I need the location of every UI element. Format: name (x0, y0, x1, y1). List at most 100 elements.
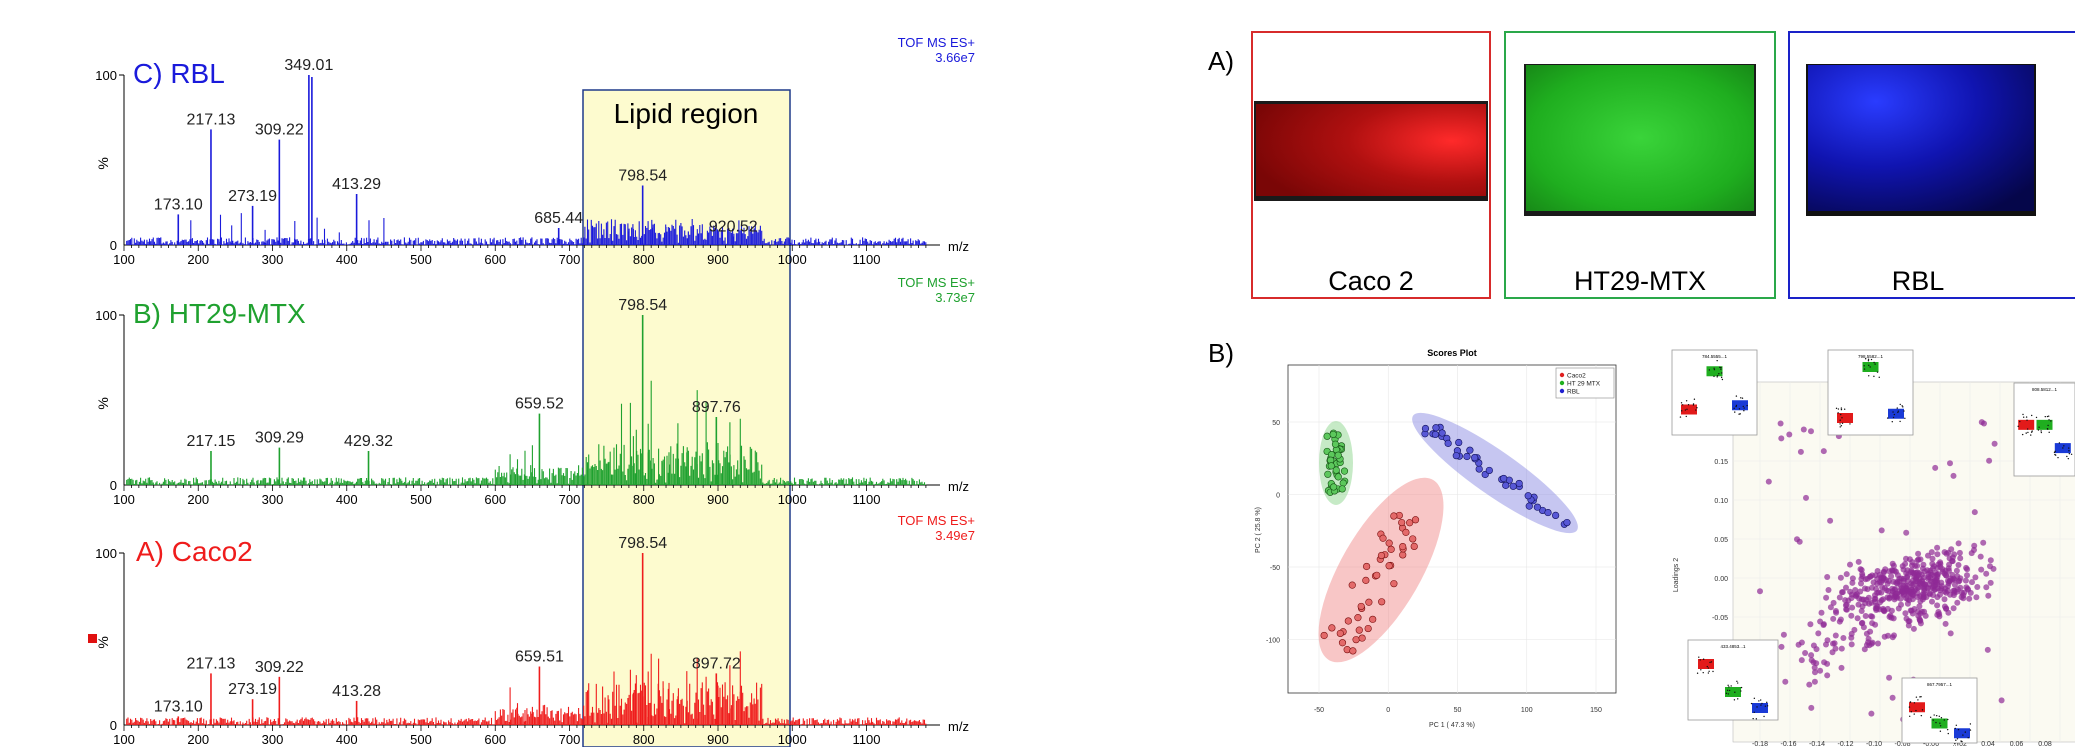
loading-point (1849, 575, 1856, 582)
inset-point (1915, 696, 1918, 698)
lipid-region-box (582, 89, 791, 747)
inset-point (1719, 366, 1721, 369)
loading-point (1847, 561, 1853, 568)
score-point (1406, 519, 1414, 527)
inset-point (1755, 718, 1758, 720)
loading-point (1803, 494, 1809, 501)
inset-point (2047, 415, 2050, 417)
inset-point (2046, 415, 2049, 418)
inset-point (2062, 447, 2064, 449)
inset-point (1943, 719, 1945, 721)
loading-point (1904, 582, 1911, 589)
loading-point (1950, 472, 1957, 479)
loading-point (1823, 641, 1829, 648)
inset-point (1867, 358, 1870, 361)
loading-point (1830, 599, 1837, 606)
inset-point (1886, 417, 1889, 419)
x-tick-label: 400 (336, 492, 358, 507)
loading-point (1815, 630, 1822, 637)
loading-point (1924, 584, 1931, 591)
score-point (1331, 440, 1340, 448)
loading-point (1823, 594, 1830, 601)
loading-point (1808, 657, 1815, 664)
score-point (1373, 571, 1381, 579)
inset-point (2053, 451, 2056, 454)
score-point (1563, 518, 1571, 527)
inset-point (1758, 700, 1760, 702)
intensity-label: 3.66e7 (935, 50, 975, 65)
loading-point (1838, 645, 1845, 652)
peak-label: 309.29 (255, 430, 304, 447)
scores-points (1320, 423, 1571, 655)
scores-y-tick: 50 (1272, 420, 1280, 427)
inset-point (1707, 672, 1710, 674)
inset-point (1738, 413, 1740, 415)
intensity-label: 3.73e7 (935, 290, 975, 305)
loading-point (1880, 574, 1887, 581)
inset-point (1730, 685, 1732, 687)
loading-point (1872, 572, 1879, 579)
inset-box-plot (2018, 419, 2035, 430)
loading-point (1820, 448, 1827, 455)
inset-point (1733, 407, 1735, 410)
score-point (1485, 466, 1493, 475)
inset-point (1760, 704, 1762, 706)
peak-label: 413.29 (332, 176, 381, 193)
loading-point (1808, 428, 1814, 435)
score-point (1390, 580, 1398, 588)
x-tick-label: 600 (484, 732, 506, 747)
y-unit-label: % (95, 397, 111, 409)
inset-point (1764, 705, 1767, 707)
loading-point (1858, 575, 1865, 582)
inset-point (1735, 405, 1737, 408)
loading-point (1843, 584, 1849, 591)
loading-point (1888, 614, 1895, 621)
inset-point (1915, 709, 1917, 712)
inset-box-plot (1954, 728, 1970, 739)
spectrum-title: B) HT29-MTX (133, 298, 306, 329)
inset-point (1902, 406, 1904, 408)
loading-point (1933, 577, 1940, 583)
score-point (1438, 429, 1446, 437)
loading-point (1888, 573, 1895, 580)
inset-point (1873, 375, 1875, 378)
loading-point (1886, 595, 1893, 602)
inset-point (1716, 359, 1718, 362)
x-tick-label: 500 (410, 252, 432, 267)
loading-point (1909, 562, 1915, 569)
peak-label: 798.54 (618, 535, 667, 552)
inset-point (1913, 702, 1916, 704)
x-unit-label: m/z (948, 479, 969, 494)
scores-y-tick: 0 (1276, 493, 1280, 500)
loading-point (1919, 565, 1926, 572)
x-tick-label: 200 (187, 492, 209, 507)
inset-point (1713, 368, 1716, 371)
loading-point (1950, 605, 1957, 612)
loading-point (1811, 678, 1818, 685)
loading-point (1902, 560, 1909, 567)
loadings-y-tick: 0.00 (1714, 576, 1728, 583)
loading-point (1851, 626, 1858, 633)
scores-ticks: -50 0 50 100 150 50 0 -50 -100 (1266, 420, 1602, 714)
inset-point (1892, 416, 1895, 419)
inset-box-plot (1698, 659, 1714, 669)
loading-point (1796, 538, 1803, 545)
inset-title: 784.5555...1 (1702, 354, 1728, 359)
score-point (1339, 479, 1347, 487)
loadings-x-tick: -0.16 (1781, 741, 1797, 747)
x-tick-label: 800 (633, 252, 655, 267)
loading-point (1836, 618, 1843, 625)
loading-point (1874, 580, 1881, 587)
loading-point (1865, 594, 1872, 601)
loading-point (1985, 592, 1992, 599)
inset-point (1712, 670, 1714, 673)
inset-point (1743, 410, 1745, 412)
loading-point (1832, 645, 1839, 652)
legend-dot (1559, 372, 1565, 378)
inset-point (1878, 376, 1880, 378)
inset-point (1969, 729, 1972, 731)
loading-point (1757, 588, 1763, 595)
spectrum-title: C) RBL (133, 58, 225, 89)
peak-label: 349.01 (284, 57, 333, 74)
